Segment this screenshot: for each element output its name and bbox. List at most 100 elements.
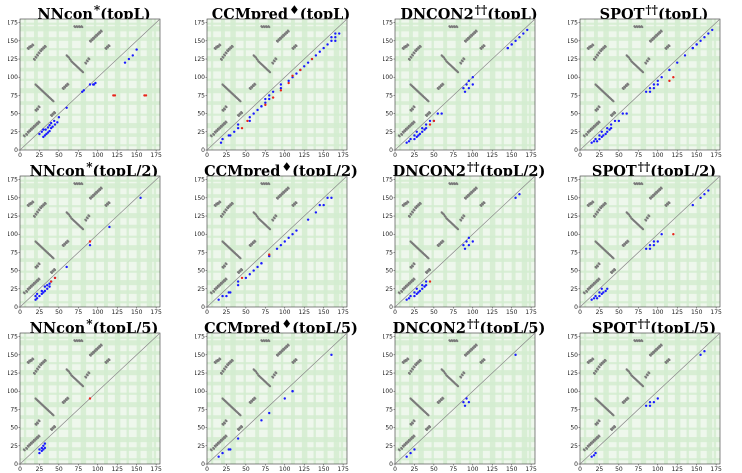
true-positive-point xyxy=(428,119,432,123)
true-positive-point xyxy=(462,243,465,247)
true-positive-point xyxy=(268,94,271,97)
native-contact-point xyxy=(456,228,460,231)
coverage-stripe xyxy=(395,235,535,238)
native-contact-point xyxy=(293,360,297,363)
native-contact-point xyxy=(214,445,217,448)
native-contact-point xyxy=(32,358,35,361)
native-contact-point xyxy=(590,442,593,445)
coverage-stripe xyxy=(580,144,720,147)
native-contact-point xyxy=(583,292,586,295)
native-contact-point xyxy=(30,285,33,288)
native-contact-point xyxy=(596,54,600,57)
coverage-stripe xyxy=(395,381,535,386)
y-tick-label: 25 xyxy=(10,286,18,293)
plot-frame xyxy=(579,18,721,151)
coverage-stripe xyxy=(20,194,160,198)
x-tick-label: 0 xyxy=(578,309,582,314)
y-tick-label: 100 xyxy=(8,231,18,238)
true-positive-point xyxy=(40,449,43,453)
true-positive-point xyxy=(656,397,659,400)
native-contact-point xyxy=(38,106,41,109)
native-contact-point xyxy=(596,422,600,425)
native-contact-point xyxy=(585,447,589,450)
native-contact-point xyxy=(590,45,593,48)
native-contact-point xyxy=(100,344,103,347)
coverage-stripe xyxy=(713,333,717,464)
true-positive-point xyxy=(413,294,416,298)
native-contact-point xyxy=(410,56,413,59)
true-positive-point xyxy=(268,97,271,101)
native-contact-point xyxy=(622,244,625,248)
native-contact-point xyxy=(52,427,55,430)
native-contact-point xyxy=(216,444,219,447)
native-contact-point xyxy=(222,423,225,426)
native-contact-point xyxy=(587,131,590,134)
coverage-stripe xyxy=(686,19,689,150)
true-positive-point xyxy=(608,128,611,131)
true-positive-point xyxy=(38,448,41,451)
native-contact-point xyxy=(108,201,111,205)
true-positive-point xyxy=(415,135,418,139)
coverage-stripe xyxy=(395,144,535,147)
native-contact-point xyxy=(27,361,30,365)
native-contact-point xyxy=(439,86,442,89)
coverage-stripe xyxy=(230,333,236,464)
native-contact-point xyxy=(25,447,29,450)
native-contact-point xyxy=(649,354,652,357)
true-positive-point xyxy=(465,240,468,243)
false-positive-point xyxy=(428,123,432,126)
native-contact-point xyxy=(407,441,410,444)
native-contact-point xyxy=(408,439,411,442)
coverage-stripe xyxy=(20,101,160,105)
coverage-stripe xyxy=(126,333,129,464)
true-positive-point xyxy=(613,119,617,123)
diagonal-line xyxy=(579,175,721,308)
contact-map-plot: 0 25 50 75 100 125 150 175 0 25 50 75 100 125 150 175 xyxy=(8,18,162,157)
diagonal-line xyxy=(579,332,721,465)
native-contact-point xyxy=(474,345,477,348)
native-contact-point xyxy=(33,372,36,375)
coverage-stripe xyxy=(628,19,633,150)
native-contact-point xyxy=(398,449,401,452)
native-contact-point xyxy=(646,374,649,377)
true-positive-point xyxy=(35,292,39,296)
plot-frame xyxy=(394,332,536,465)
native-contact-point xyxy=(230,361,233,364)
coverage-stripe xyxy=(674,333,681,464)
y-tick-label: 100 xyxy=(8,388,18,395)
plot-frame xyxy=(579,332,721,465)
true-positive-point xyxy=(49,121,53,125)
y-tick-label: 175 xyxy=(8,177,18,184)
native-contact-point xyxy=(612,414,615,417)
x-tick-label: 100 xyxy=(279,466,291,471)
native-contact-point xyxy=(407,127,410,130)
coverage-stripe xyxy=(395,183,535,189)
x-tick-label: 75 xyxy=(262,466,270,471)
native-contact-point xyxy=(660,187,663,190)
x-tick-label: 50 xyxy=(55,152,63,157)
true-positive-point xyxy=(236,126,240,130)
native-contact-point xyxy=(240,111,244,115)
native-contact-point xyxy=(216,130,219,133)
coverage-stripe xyxy=(395,22,535,25)
coverage-stripe xyxy=(255,176,260,307)
native-contact-point xyxy=(251,243,254,246)
native-contact-point xyxy=(467,37,471,40)
native-contact-point xyxy=(219,358,222,361)
false-positive-point xyxy=(668,79,671,83)
native-contact-point xyxy=(222,370,225,373)
x-tick-label: 150 xyxy=(318,152,330,157)
coverage-stripe xyxy=(313,19,316,150)
native-contact-point xyxy=(411,211,415,214)
coverage-stripe xyxy=(395,258,535,262)
coverage-stripe xyxy=(207,26,347,32)
coverage-stripe xyxy=(455,19,462,150)
true-positive-point xyxy=(606,287,609,291)
native-contact-point xyxy=(585,290,589,293)
coverage-stripe xyxy=(136,176,141,307)
true-positive-point xyxy=(256,108,259,112)
native-contact-point xyxy=(81,25,84,29)
coverage-stripe xyxy=(56,333,59,464)
coverage-stripe xyxy=(291,19,295,150)
x-tick-label: 25 xyxy=(223,466,231,471)
